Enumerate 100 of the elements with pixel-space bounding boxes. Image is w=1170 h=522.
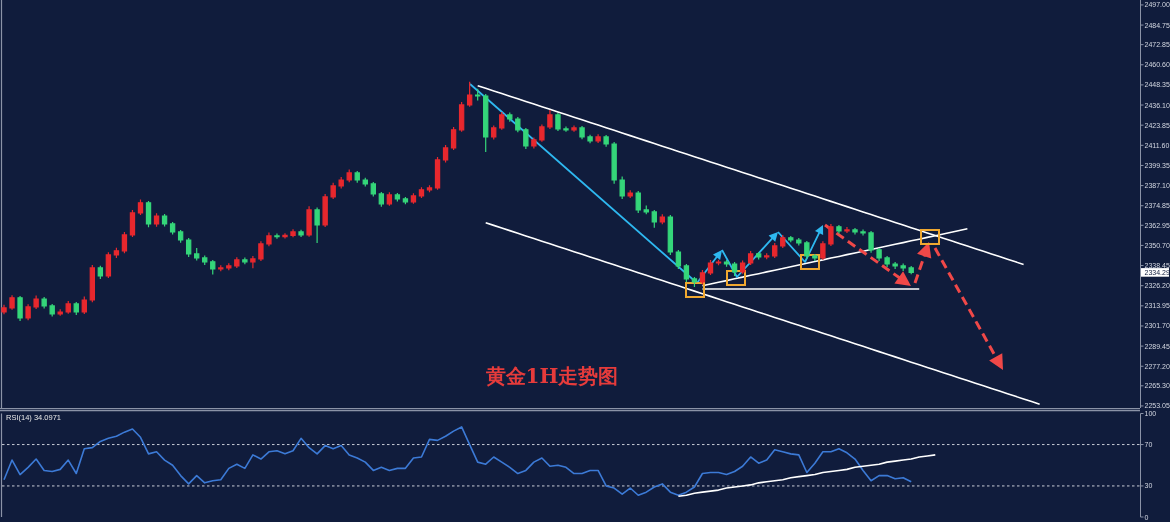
candlestick	[836, 224, 842, 235]
candlestick	[282, 232, 288, 240]
candlestick	[780, 234, 786, 249]
candlestick	[587, 134, 593, 144]
candlestick	[466, 81, 473, 108]
candlestick	[491, 124, 497, 140]
text: 黄金1H走势图	[484, 364, 619, 388]
candlestick	[683, 263, 690, 283]
candlestick	[539, 123, 545, 143]
candlestick	[844, 226, 850, 234]
line-series	[484, 221, 1041, 406]
candlestick	[185, 237, 192, 258]
candlestick	[65, 300, 71, 315]
candlestick	[788, 235, 794, 243]
candlestick	[402, 196, 409, 205]
candlestick	[603, 134, 609, 148]
candlestick	[258, 240, 264, 262]
candlestick	[57, 308, 63, 317]
candlestick	[651, 209, 657, 229]
candlestick	[812, 253, 818, 262]
candlestick	[595, 133, 601, 144]
candlestick	[643, 204, 649, 215]
candlestick	[137, 198, 144, 216]
candlestick	[884, 255, 890, 268]
candlestick	[266, 232, 272, 247]
candlestick	[499, 111, 505, 131]
candlestick	[17, 295, 23, 322]
candlestick	[507, 112, 513, 123]
candlestick	[362, 177, 368, 188]
candlestick	[515, 116, 521, 133]
candlestick	[579, 125, 585, 140]
candlestick	[699, 269, 706, 285]
candlestick	[306, 205, 312, 238]
candlestick	[635, 190, 641, 214]
candlestick	[860, 228, 866, 236]
candlestick	[426, 184, 433, 193]
candlestick	[394, 192, 401, 203]
candlestick	[418, 186, 425, 199]
candlestick	[900, 262, 906, 272]
candlestick	[73, 301, 79, 316]
candlestick	[442, 144, 449, 164]
candlestick	[242, 256, 248, 265]
candlestick	[274, 232, 280, 240]
candlestick	[49, 303, 55, 318]
candlestick	[764, 252, 770, 260]
candlestick	[226, 262, 232, 271]
candlestick	[627, 189, 633, 199]
candlestick	[330, 182, 336, 200]
candlestick	[675, 249, 682, 270]
candlestick	[290, 228, 296, 238]
candlestick	[555, 112, 561, 132]
candlestick	[210, 259, 216, 276]
candlestick	[619, 175, 625, 200]
candlestick	[804, 240, 810, 260]
candlestick	[908, 265, 914, 275]
candlestick	[153, 212, 160, 228]
candlestick	[33, 294, 39, 310]
candlestick	[202, 255, 208, 266]
candlestick	[250, 255, 256, 269]
candlestick	[314, 206, 320, 244]
candlestick	[892, 261, 898, 270]
candlestick	[739, 259, 746, 275]
line-series	[677, 454, 937, 498]
candlestick	[121, 231, 128, 254]
candlestick	[772, 242, 778, 259]
candlestick	[338, 176, 344, 189]
candlestick	[755, 251, 762, 260]
candlestick	[523, 127, 529, 150]
candlestick	[81, 295, 87, 315]
candlestick	[113, 247, 120, 259]
candlestick	[346, 168, 352, 183]
candlestick	[322, 193, 328, 228]
candlestick	[25, 303, 31, 321]
line-series	[3, 426, 912, 497]
candlestick	[531, 136, 537, 150]
candlestick	[194, 247, 200, 262]
candlestick	[9, 294, 15, 311]
candlestick	[234, 256, 240, 269]
candlestick	[715, 259, 722, 266]
candlestick	[611, 141, 617, 185]
candlestick	[868, 230, 874, 254]
candlestick	[1, 304, 7, 315]
candlestick	[547, 109, 553, 130]
candlestick	[747, 250, 754, 266]
candlestick	[820, 240, 826, 261]
candlestick	[691, 276, 698, 288]
candlestick	[218, 264, 224, 272]
candlestick	[370, 181, 376, 198]
candlestick	[169, 221, 176, 236]
candlestick	[731, 261, 738, 277]
candlestick	[707, 259, 714, 276]
candlestick	[852, 227, 858, 236]
candlestick	[354, 170, 360, 184]
candlestick	[177, 229, 184, 244]
candlestick	[474, 88, 481, 102]
candlestick	[723, 259, 730, 268]
candlestick	[410, 192, 417, 205]
candlestick	[298, 229, 304, 238]
candlestick	[659, 213, 666, 225]
candlestick	[97, 265, 104, 280]
